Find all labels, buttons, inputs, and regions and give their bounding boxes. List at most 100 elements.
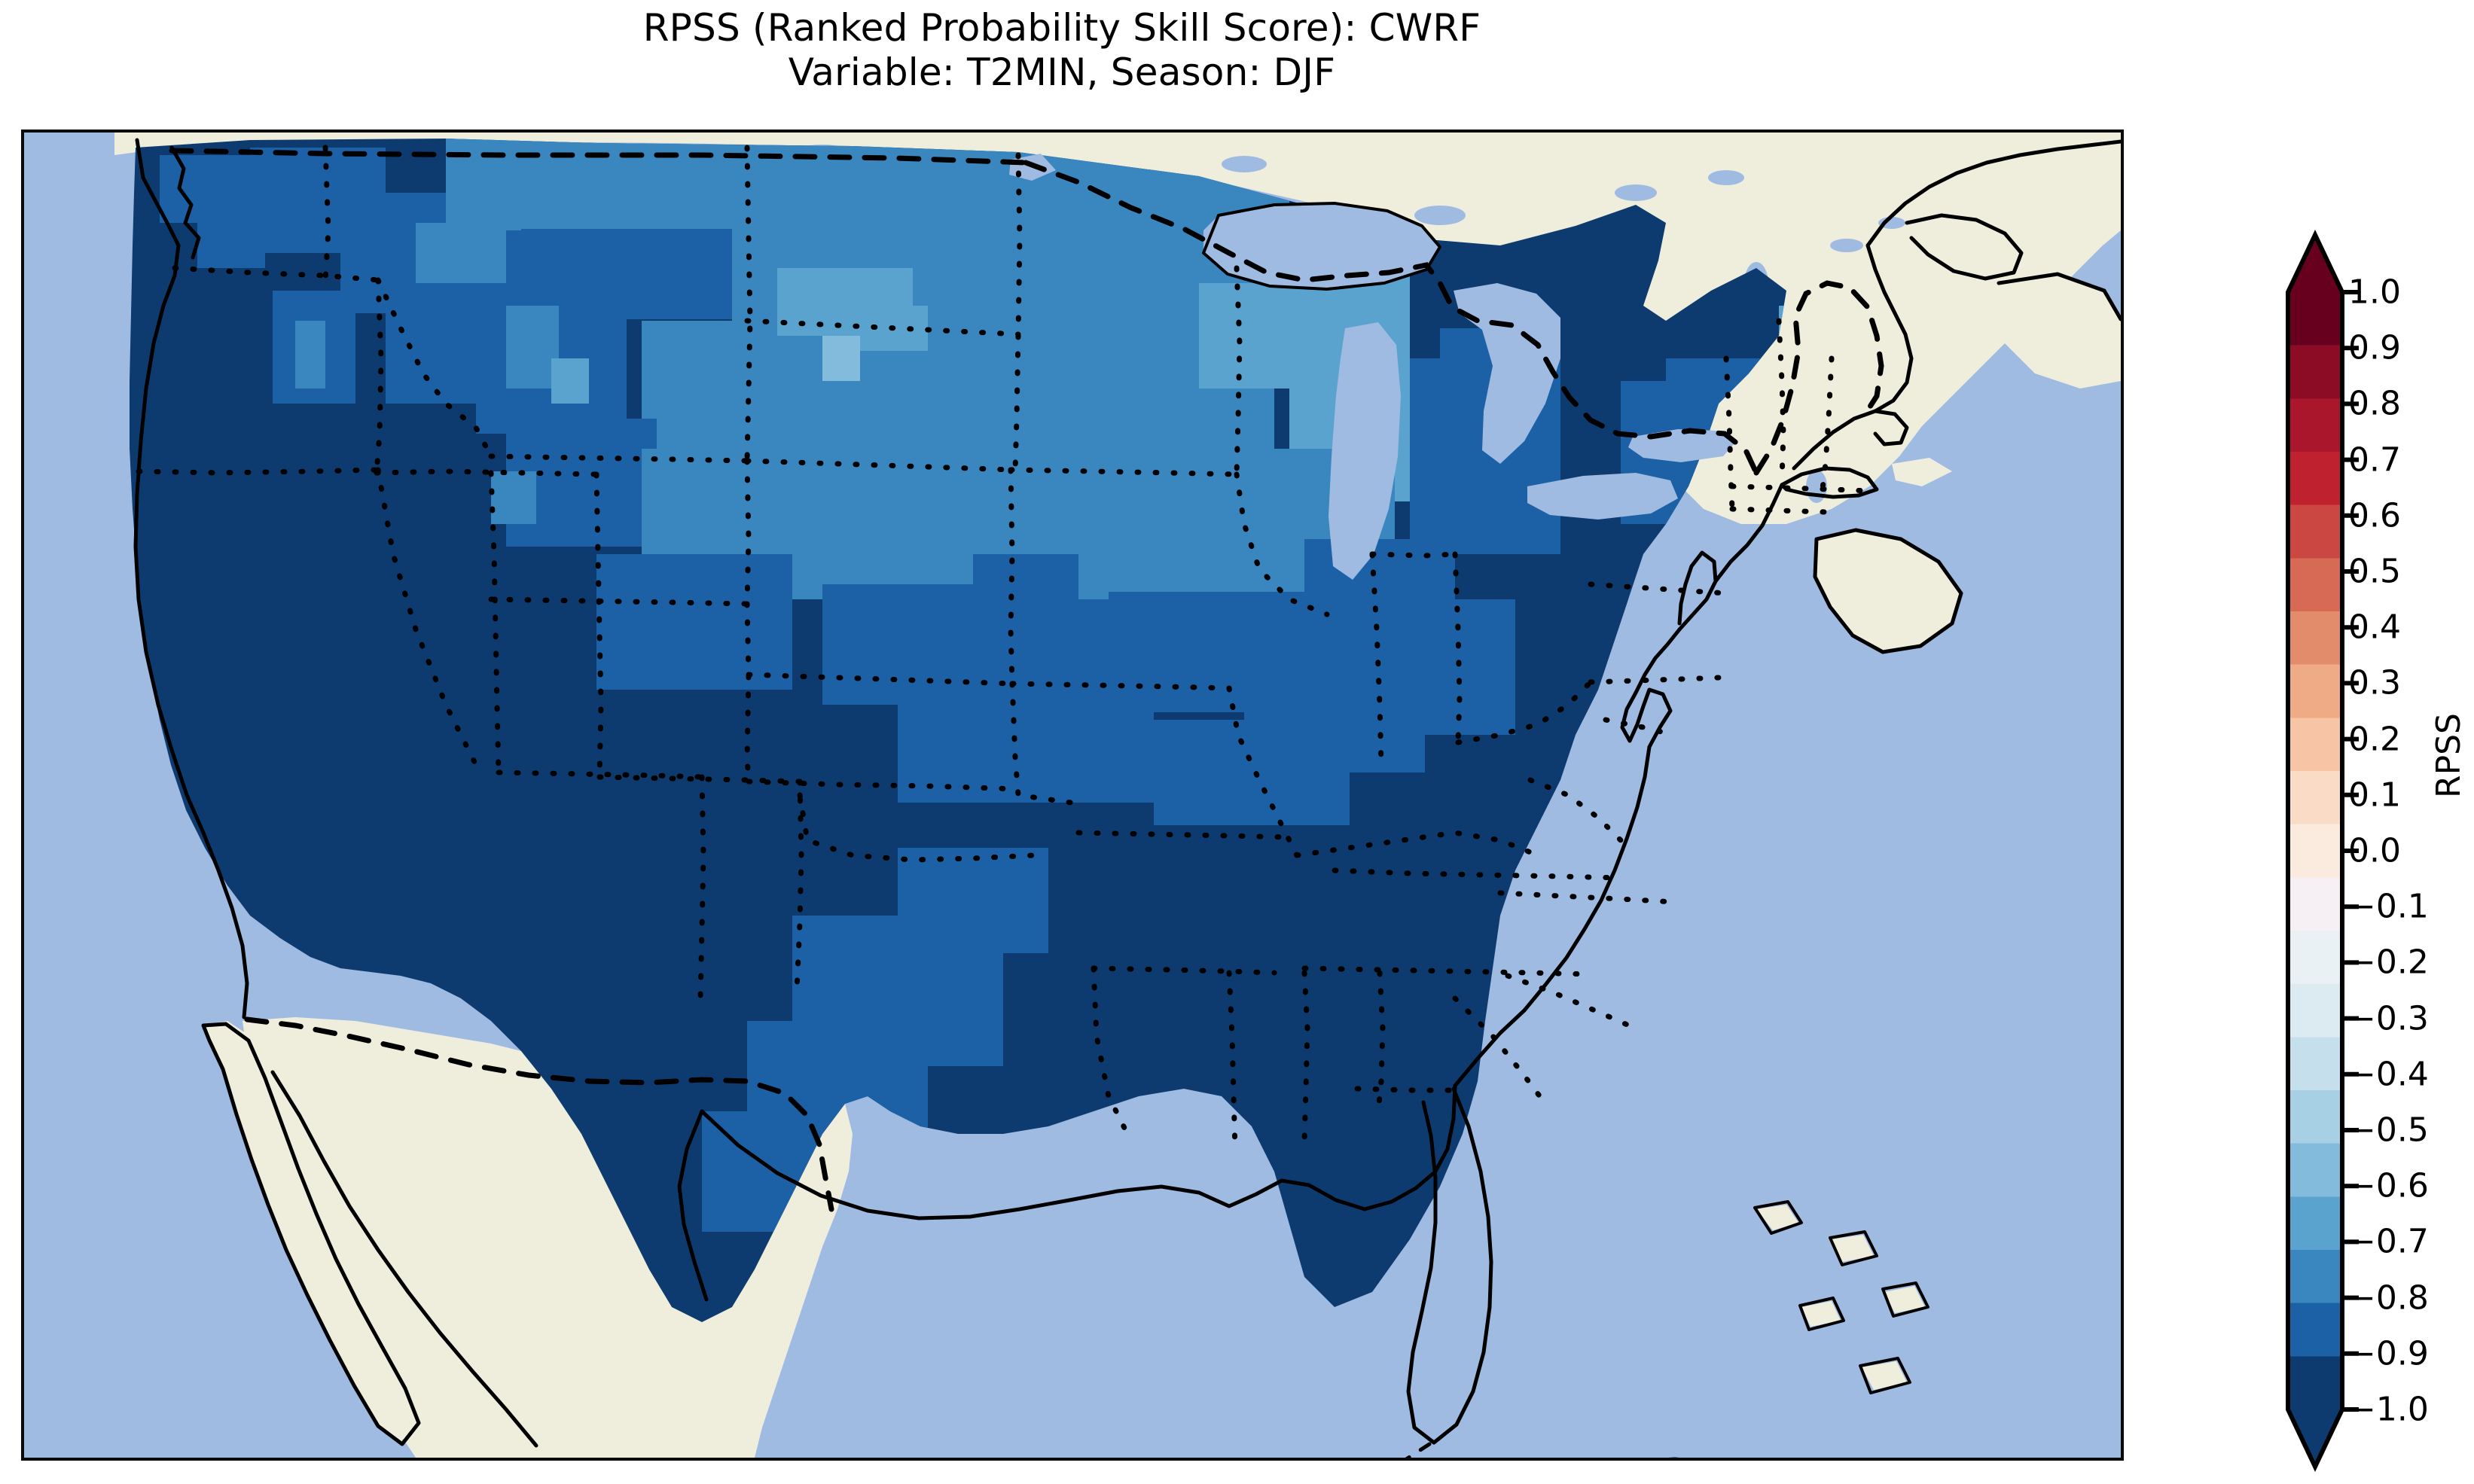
- coastline-bahamas: [1753, 1200, 1929, 1394]
- colorbar-band-10: [2288, 824, 2342, 878]
- coastline-nova-scotia: [1813, 528, 1963, 654]
- colorbar-band-12: [2288, 931, 2342, 985]
- landmass-nova-scotia: [1817, 532, 1960, 652]
- lake-erie: [1527, 473, 1678, 520]
- coastline-new-england: [1792, 243, 1914, 471]
- colorbar-extend-over-arrow: [2288, 235, 2342, 292]
- coastline-florida: [1406, 1086, 1493, 1445]
- colorbar-band-13: [2288, 983, 2342, 1038]
- colorbar-band-19: [2288, 1303, 2342, 1357]
- colorbar-band-20: [2288, 1356, 2342, 1410]
- colorbar-tick-label: −0.1: [2348, 887, 2429, 926]
- colorbar-tick-label: −0.5: [2348, 1111, 2429, 1150]
- state-border-nh-me: [1818, 355, 1835, 504]
- state-border-co-ks: [744, 601, 752, 785]
- country-borders-layer: [169, 148, 1884, 1212]
- landmass-bahamas: [1756, 1205, 1925, 1390]
- coastline-long-island: [1780, 466, 1879, 499]
- colorbar-tick-label: −0.8: [2348, 1278, 2429, 1318]
- colorbar-band-18: [2288, 1250, 2342, 1304]
- colorbar-axis-label: RPSS: [2430, 713, 2468, 798]
- state-border-ne-ks: [746, 672, 1014, 687]
- coastline-st-lawrence: [1865, 139, 2121, 248]
- state-border-wy-co: [488, 596, 750, 607]
- coastline-layer: [133, 138, 2121, 1458]
- colorbar-band-0: [2288, 292, 2342, 346]
- colorbar-band-5: [2288, 558, 2342, 612]
- colorbar[interactable]: 1.0 0.9 0.8 0.7 0.6 0.5 0.4 0.3 0.2 0.1 0.0 −0.1 −0.…: [2282, 226, 2474, 1476]
- state-border-la-ms: [1226, 970, 1238, 1152]
- state-border-az-nm: [697, 774, 706, 1001]
- coastline-pacific: [133, 138, 249, 1019]
- state-border-or-ca: [136, 467, 381, 476]
- state-border-co-nm: [596, 774, 803, 785]
- coastline-gaspe: [1905, 213, 2024, 281]
- lake-huron: [1454, 283, 1560, 464]
- coastline-newfoundland: [1997, 272, 2121, 321]
- state-border-ar-la: [1091, 965, 1277, 976]
- state-border-ga-fl: [1354, 1086, 1458, 1093]
- state-border-mo-ar: [1075, 830, 1292, 840]
- colorbar-band-1: [2288, 345, 2342, 399]
- landmass-baja: [203, 1021, 416, 1443]
- state-border-ut-co: [593, 471, 604, 780]
- state-border-ca-nv: [375, 467, 479, 768]
- coastline-gulf-of-mexico: [700, 1083, 1457, 1220]
- colorbar-band-7: [2288, 664, 2342, 718]
- colorbar-tick-label: −0.4: [2348, 1055, 2429, 1094]
- state-border-il-in: [1369, 551, 1384, 768]
- colorbar-tick-label: 0.2: [2348, 720, 2401, 759]
- colorbar-tick-label: 0.1: [2348, 776, 2401, 815]
- state-border-nc-sc: [1505, 973, 1639, 1031]
- state-border-va-nc: [1497, 890, 1676, 905]
- colorbar-band-16: [2288, 1143, 2342, 1197]
- colorbar-tick-label: −0.6: [2348, 1166, 2429, 1205]
- state-border-wi-il: [1234, 471, 1330, 617]
- state-borders-layer: [136, 145, 1872, 1152]
- state-border-nm-tx: [794, 779, 804, 994]
- colorbar-band-2: [2288, 398, 2342, 453]
- colorbar-swatches: [2286, 229, 2359, 1473]
- border-us-mexico: [244, 1016, 834, 1212]
- colorbar-band-6: [2288, 611, 2342, 666]
- colorbar-tick-label: 0.5: [2348, 552, 2401, 591]
- state-border-md-va: [1603, 717, 1676, 738]
- colorbar-tick-label: 0.8: [2348, 384, 2401, 423]
- state-border-pa-md: [1588, 675, 1722, 685]
- state-border-ks-mo: [1009, 681, 1074, 806]
- state-border-nv-ut: [488, 470, 502, 776]
- colorbar-tick-label: −0.3: [2348, 999, 2429, 1038]
- state-border-ut-az: [496, 769, 705, 780]
- border-us-canada-northeast: [1753, 280, 1884, 476]
- coastline-baja: [201, 1022, 421, 1446]
- coastline-gulf-of-california: [270, 1070, 538, 1448]
- colorbar-tick-label: 0.6: [2348, 496, 2401, 535]
- state-border-ms-al: [1301, 970, 1310, 1144]
- state-border-oh-wv-pa: [1455, 679, 1594, 745]
- colorbar-tick-label: −0.2: [2348, 943, 2429, 982]
- map-canvas: [24, 133, 2121, 1458]
- coastline-chesapeake: [1620, 627, 1682, 749]
- coastline-florida-keys: [1405, 1442, 1432, 1458]
- coastline-great-lakes-outline: [1202, 202, 1441, 291]
- colorbar-band-3: [2288, 452, 2342, 506]
- state-border-nd-mn: [1012, 152, 1023, 473]
- state-border-wa-or: [172, 265, 381, 283]
- colorbar-tick-label: 0.4: [2348, 608, 2401, 647]
- coastline-mexico-east: [677, 1109, 709, 1302]
- chart-title: RPSS (Ranked Probability Skill Score): C…: [0, 6, 2124, 94]
- colorbar-tick-label: −0.7: [2348, 1222, 2429, 1261]
- border-us-canada-lakes: [1023, 160, 1759, 476]
- state-border-ok-tx: [797, 792, 1036, 863]
- colorbar-tick-label: 0.3: [2348, 663, 2401, 702]
- landmass-pei: [1892, 458, 1952, 486]
- colorbar-tick-label: 0.7: [2348, 440, 2401, 480]
- state-border-ct-ny: [1729, 506, 1827, 515]
- title-line-1: RPSS (Ranked Probability Skill Score): C…: [642, 6, 1481, 50]
- lake-michigan: [1329, 322, 1401, 580]
- colorbar-tick-label: 0.0: [2348, 831, 2401, 870]
- state-border-mt-wy: [488, 453, 750, 464]
- colorbar-band-15: [2288, 1090, 2342, 1144]
- landmass-newfoundland: [1997, 276, 2121, 389]
